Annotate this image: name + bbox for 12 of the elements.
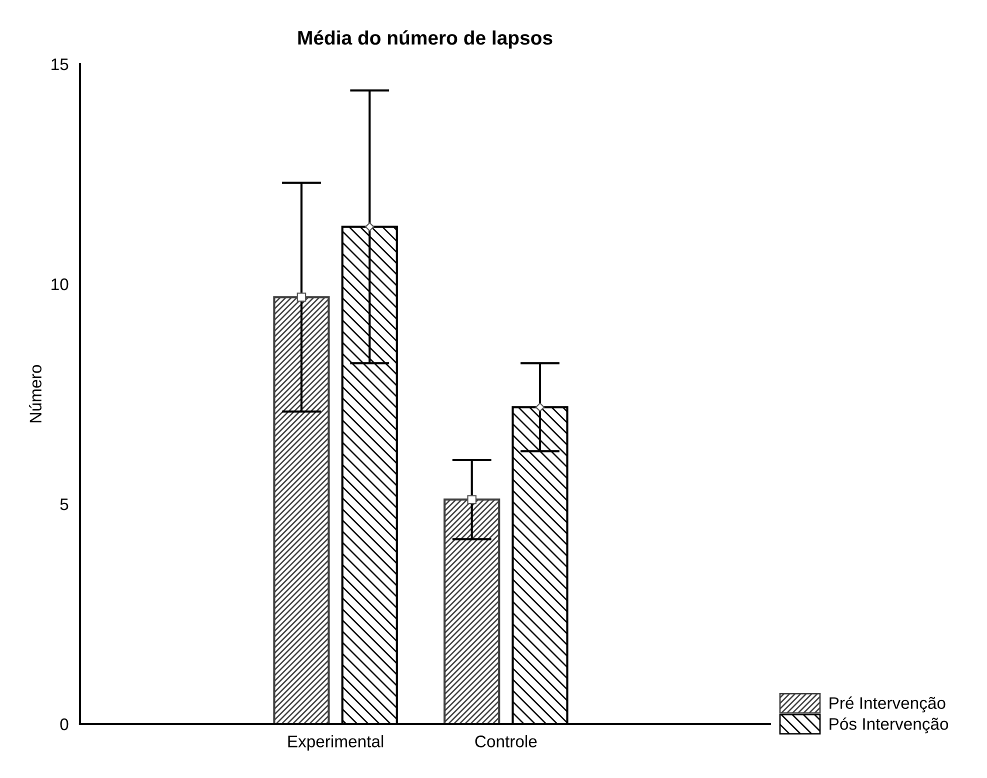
y-tick-label: 0 <box>60 718 68 730</box>
legend-label: Pré Intervenção <box>830 696 946 712</box>
y-axis-title: Número <box>29 365 42 422</box>
y-tick-label: 10 <box>52 278 68 290</box>
x-tick-label: Controle <box>475 735 537 748</box>
chart-title: Média do número de lapsos <box>298 30 552 49</box>
bar <box>444 498 500 724</box>
y-tick-label: 15 <box>52 58 68 70</box>
legend-label: Pós Intervenção <box>830 717 948 734</box>
y-tick-label: 5 <box>60 498 68 510</box>
x-tick-label: Experimental <box>288 735 384 751</box>
bar <box>273 296 330 724</box>
